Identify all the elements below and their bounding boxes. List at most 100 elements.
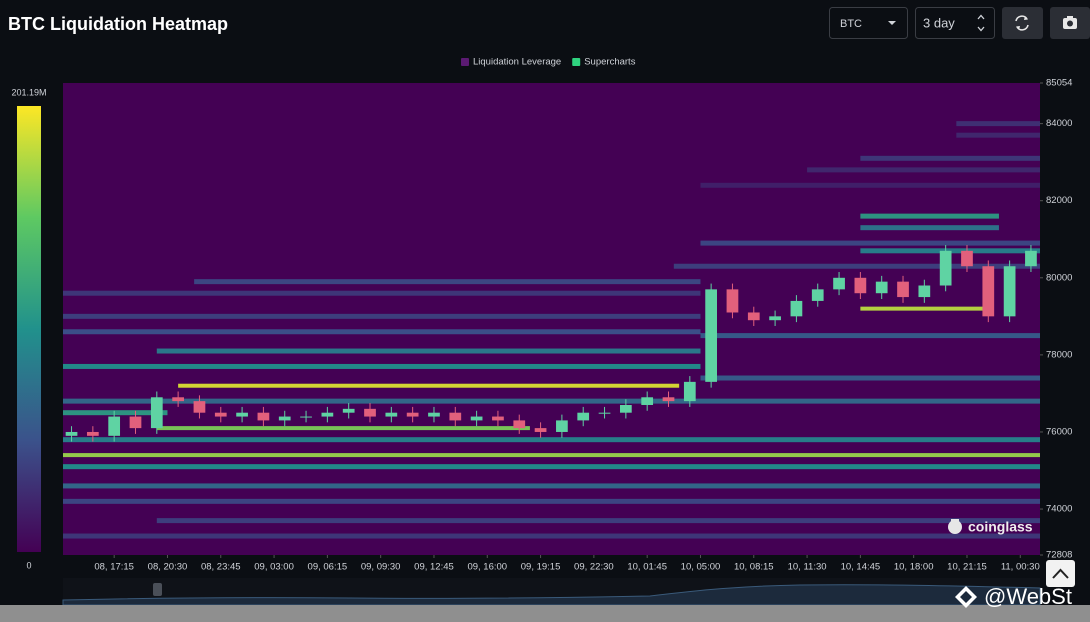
heat-band <box>700 375 1040 381</box>
candle-body <box>769 316 781 321</box>
refresh-arrows <box>1016 16 1028 30</box>
candle-body <box>534 428 547 432</box>
candle-body <box>854 277 867 294</box>
heat-band <box>156 518 1040 524</box>
candle-body <box>577 412 590 421</box>
candle-body <box>257 412 270 421</box>
navigator-handle[interactable] <box>153 583 162 596</box>
legend-swatch <box>572 58 581 66</box>
x-tick-label: 08, 20:30 <box>148 562 188 573</box>
candle-body <box>236 412 248 417</box>
heat-band <box>63 437 1040 443</box>
candle-body <box>790 300 803 317</box>
heat-band <box>63 398 1040 404</box>
heat-band <box>956 132 1040 138</box>
x-tick-label: 09, 22:30 <box>574 562 614 573</box>
y-tick-label: 80000 <box>1046 272 1072 283</box>
heat-band <box>860 225 999 231</box>
heat-band <box>860 306 983 311</box>
heat-band <box>860 155 1040 161</box>
heatmap <box>63 121 1040 539</box>
candle-body <box>1025 250 1037 267</box>
candle-body <box>662 397 675 402</box>
candle-body <box>150 397 163 429</box>
candle-body <box>492 416 504 421</box>
candle-body <box>1003 266 1016 317</box>
watermark-logo: coinglass <box>948 519 1033 535</box>
range-select[interactable]: 3 day <box>915 7 995 39</box>
legend: Liquidation Leverage Supercharts <box>461 57 636 68</box>
candle-body <box>833 277 845 290</box>
camera-lens <box>1067 20 1073 27</box>
candle-body <box>321 412 334 417</box>
x-tick-label: 09, 19:15 <box>521 562 561 573</box>
candle-body <box>65 431 78 436</box>
heat-band <box>63 290 701 296</box>
candle-body <box>556 420 568 432</box>
screenshot-button[interactable] <box>1050 7 1090 39</box>
candle-body <box>108 416 121 436</box>
colorbar <box>17 106 41 552</box>
candle-body <box>705 289 717 382</box>
scroll-top-button[interactable] <box>1046 560 1075 587</box>
watermark: coinglass <box>968 519 1033 535</box>
select-value[interactable]: BTC <box>840 18 862 30</box>
heat-band <box>700 182 1040 188</box>
candle-body <box>278 416 291 421</box>
heat-band <box>63 410 168 416</box>
select-box[interactable] <box>829 7 908 39</box>
y-tick-label: 76000 <box>1046 426 1072 437</box>
candle-body <box>364 408 376 417</box>
heat-band <box>63 329 701 335</box>
candle-body <box>406 412 419 417</box>
caret <box>888 21 896 25</box>
camera-top <box>1067 16 1073 19</box>
x-tick-label: 09, 06:15 <box>308 562 348 573</box>
candle-body <box>918 285 931 298</box>
candle-body <box>513 420 526 429</box>
x-tick-label: 10, 14:45 <box>841 562 881 573</box>
y-tick-label: 84000 <box>1046 118 1072 129</box>
symbol-select[interactable]: BTC <box>829 7 908 39</box>
heat-band <box>178 383 680 388</box>
navigator-area <box>62 584 1041 606</box>
heat-band <box>63 453 1040 458</box>
candle-body <box>726 289 739 313</box>
candle-body <box>961 250 973 267</box>
y-tick-label: 78000 <box>1046 349 1072 360</box>
candle-body <box>875 281 888 294</box>
x-tick-label: 10, 18:00 <box>894 562 934 573</box>
heat-band <box>673 263 1040 269</box>
candle-body <box>641 397 654 405</box>
x-tick-label: 09, 12:45 <box>414 562 454 573</box>
candle-body <box>300 416 312 418</box>
x-tick-label: 08, 23:45 <box>201 562 241 573</box>
spinner <box>977 14 985 32</box>
chart-title: BTC Liquidation Heatmap <box>8 14 228 34</box>
refresh-button[interactable] <box>1002 7 1043 39</box>
candle-body <box>193 401 206 413</box>
heat-band <box>63 363 701 369</box>
candle-body <box>598 412 611 414</box>
select-value[interactable]: 3 day <box>923 15 955 30</box>
heat-band <box>63 533 1040 539</box>
candle-body <box>470 416 483 421</box>
heat-band <box>63 483 1040 489</box>
heat-band <box>156 348 701 354</box>
scrollbar[interactable] <box>0 605 1090 622</box>
y-tick-label: 72808 <box>1046 550 1072 561</box>
heat-band <box>63 498 1040 504</box>
select-box[interactable] <box>915 7 995 39</box>
legend-label: Supercharts <box>584 57 635 68</box>
candle-body <box>619 404 632 413</box>
candles <box>65 245 1037 442</box>
x-tick-label: 08, 17:15 <box>94 562 134 573</box>
button[interactable] <box>1002 7 1043 39</box>
legend-label: Liquidation Leverage <box>473 57 561 68</box>
candle-body <box>982 266 995 317</box>
y-tick-label: 74000 <box>1046 504 1072 515</box>
x-tick-label: 09, 03:00 <box>254 562 294 573</box>
heat-band <box>807 167 1040 173</box>
